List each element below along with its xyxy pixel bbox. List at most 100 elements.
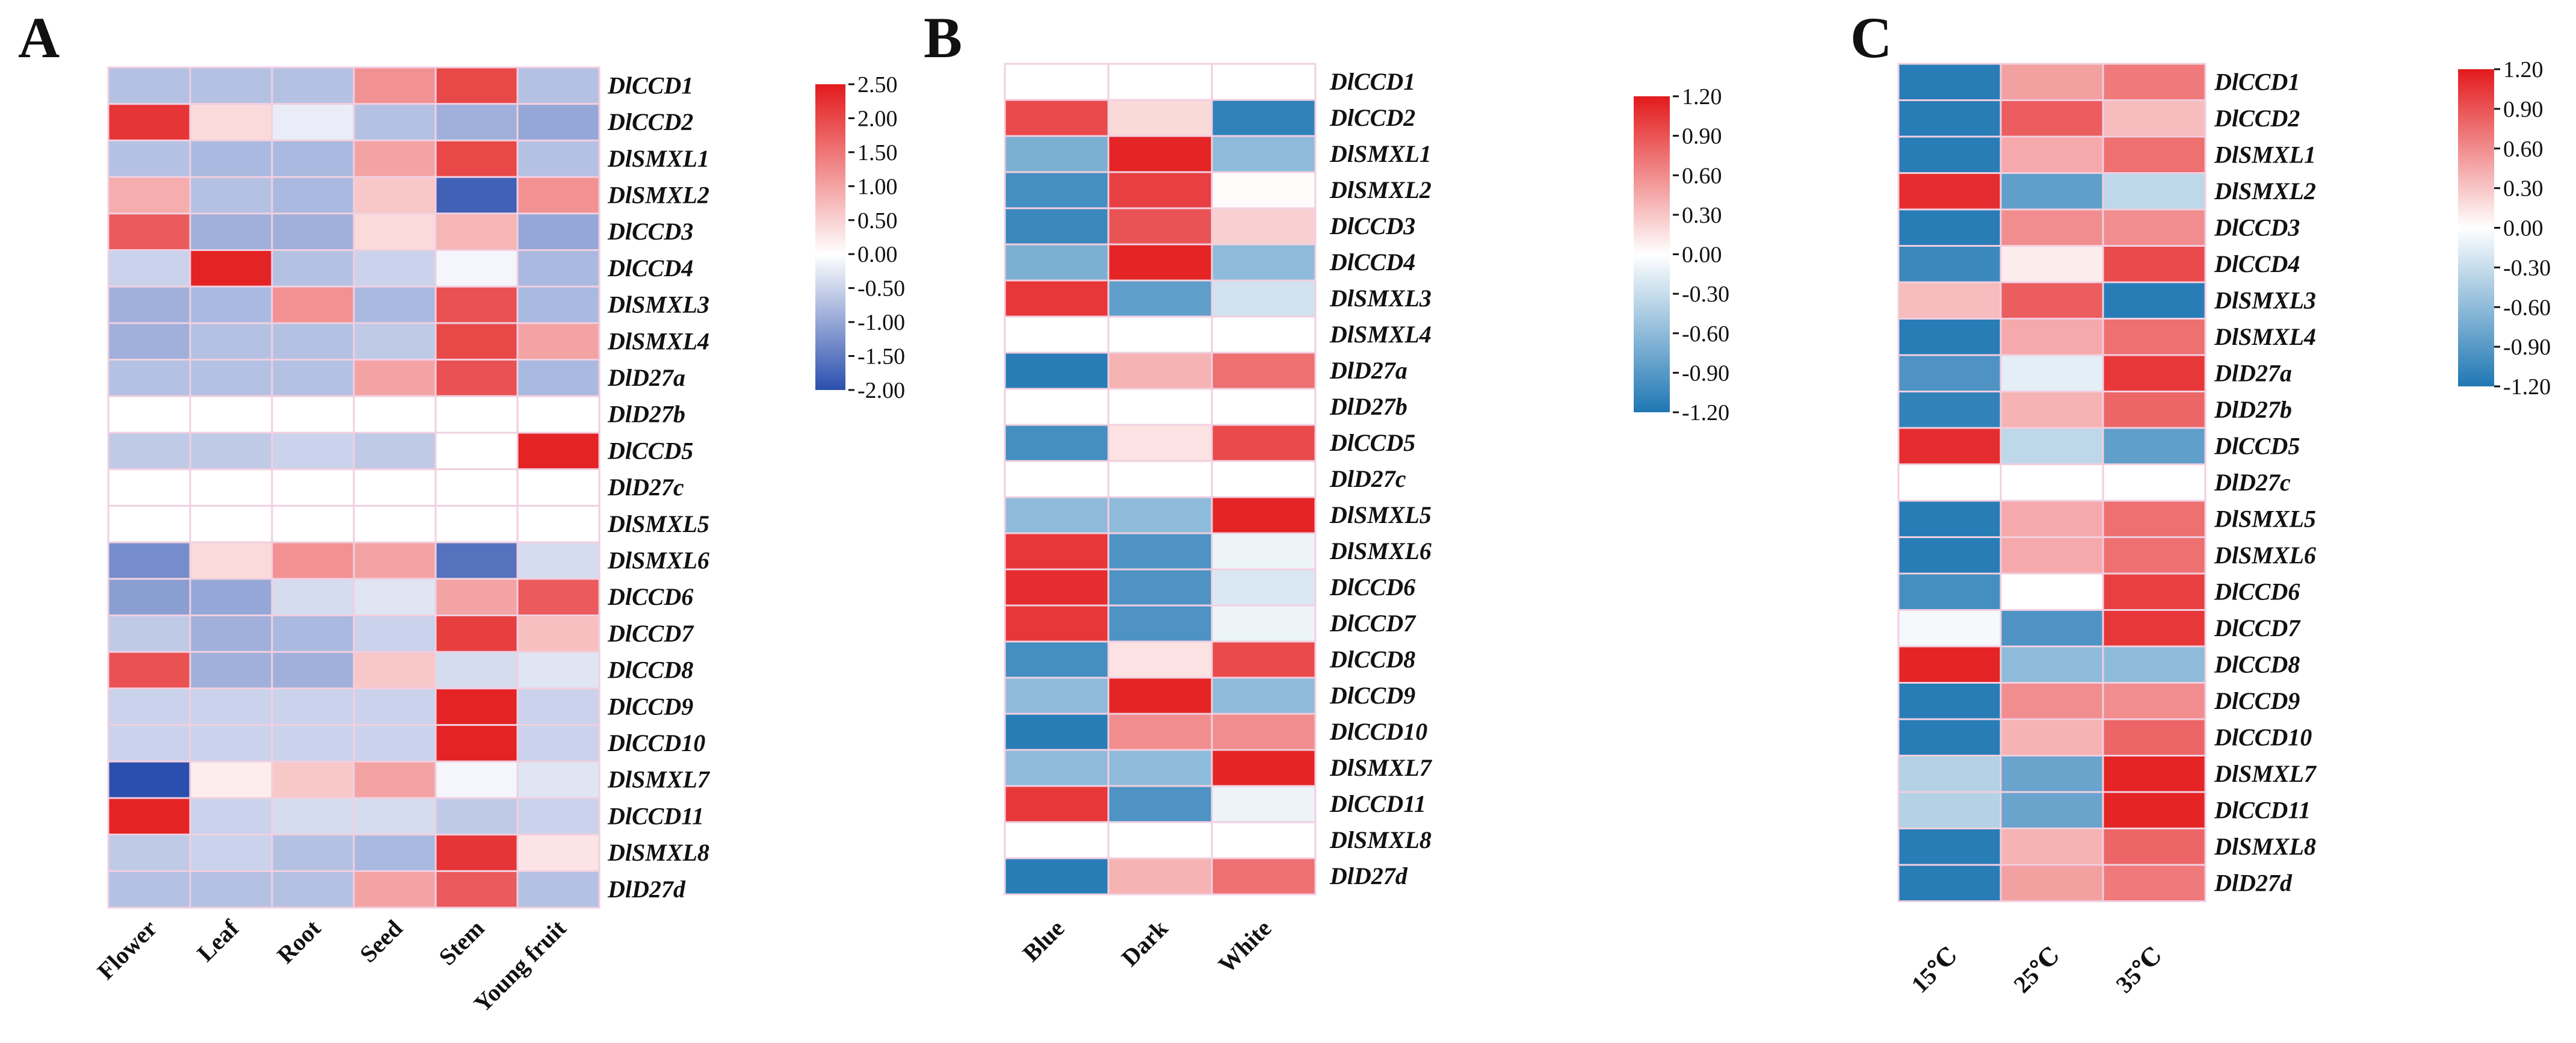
cell-c-dlccd8-35- bbox=[2102, 645, 2207, 684]
cell-a-dlsmxl6-seed bbox=[353, 541, 437, 580]
cell-a-dlccd3-root bbox=[271, 212, 355, 251]
row-label-a-dlsmxl7: DlSMXL7 bbox=[607, 766, 711, 793]
cell-b-dlccd1-blue bbox=[1004, 63, 1110, 101]
cell-b-dlsmxl6-blue bbox=[1004, 532, 1110, 571]
cell-a-dld27d-stem bbox=[434, 870, 519, 909]
cell-b-dlccd5-dark bbox=[1107, 424, 1213, 462]
cell-b-dlccd6-dark bbox=[1107, 568, 1213, 607]
colorbar-b-tick-label: 0.00 bbox=[1682, 243, 1722, 268]
row-label-c-dlccd6: DlCCD6 bbox=[2214, 578, 2300, 605]
colorbar-b-tick-label: -0.30 bbox=[1682, 282, 1729, 307]
cell-a-dlccd4-young-fruit bbox=[516, 249, 601, 288]
cell-b-dlsmxl1-blue bbox=[1004, 135, 1110, 173]
cell-a-dlccd10-young-fruit bbox=[516, 724, 601, 763]
cell-a-dlsmxl4-young-fruit bbox=[516, 322, 601, 361]
cell-a-dld27b-stem bbox=[434, 395, 519, 434]
cell-a-dlsmxl2-leaf bbox=[189, 176, 273, 215]
cell-b-dlccd5-blue bbox=[1004, 424, 1110, 462]
cell-a-dld27b-seed bbox=[353, 395, 437, 434]
row-label-c-dlccd7: DlCCD7 bbox=[2214, 614, 2301, 642]
cell-c-dlsmxl7-35- bbox=[2102, 755, 2207, 793]
cell-a-dlsmxl2-root bbox=[271, 176, 355, 215]
cell-c-dlccd11-15- bbox=[1897, 791, 2002, 829]
cell-b-dlccd3-white bbox=[1211, 207, 1317, 246]
colorbar-c-tick-label: 1.20 bbox=[2503, 57, 2544, 82]
colorbar-a-tick-label: -1.50 bbox=[857, 344, 905, 370]
cell-b-dld27d-dark bbox=[1107, 857, 1213, 896]
cell-a-dld27c-young-fruit bbox=[516, 468, 601, 507]
cell-b-dlccd7-dark bbox=[1107, 604, 1213, 643]
cell-a-dlsmxl1-seed bbox=[353, 139, 437, 178]
row-label-a-dld27a: DlD27a bbox=[607, 364, 685, 391]
cell-a-dlccd9-root bbox=[271, 687, 355, 726]
colorbar-c-tick-label: -0.30 bbox=[2503, 255, 2551, 280]
cell-c-dlccd3-35- bbox=[2102, 208, 2207, 247]
row-label-a-dlccd3: DlCCD3 bbox=[607, 218, 693, 245]
cell-a-dlsmxl3-seed bbox=[353, 285, 437, 324]
col-label-c-25-: 25℃ bbox=[2008, 942, 2065, 998]
cell-c-dld27a-25- bbox=[2000, 354, 2104, 392]
cell-b-dlccd11-dark bbox=[1107, 785, 1213, 823]
colorbar-b-tick-label: -0.60 bbox=[1682, 321, 1729, 347]
cell-c-dlccd8-25- bbox=[2000, 645, 2104, 684]
cell-a-dlccd8-young-fruit bbox=[516, 651, 601, 690]
row-label-c-dlsmxl2: DlSMXL2 bbox=[2214, 178, 2316, 205]
cell-c-dlccd3-15- bbox=[1897, 208, 2002, 247]
cell-a-dld27b-root bbox=[271, 395, 355, 434]
cell-a-dlsmxl7-flower bbox=[107, 760, 191, 799]
cell-a-dlccd7-leaf bbox=[189, 614, 273, 653]
cell-a-dlccd7-flower bbox=[107, 614, 191, 653]
colorbar-c-tick-label: -0.90 bbox=[2503, 335, 2551, 360]
cell-a-dlsmxl3-flower bbox=[107, 285, 191, 324]
row-label-c-dlccd5: DlCCD5 bbox=[2214, 432, 2300, 459]
cell-b-dlccd7-white bbox=[1211, 604, 1317, 643]
cell-a-dlsmxl8-root bbox=[271, 834, 355, 872]
cell-a-dlccd11-seed bbox=[353, 797, 437, 836]
row-label-b-dlsmxl8: DlSMXL8 bbox=[1329, 826, 1432, 853]
cell-a-dlsmxl3-stem bbox=[434, 285, 519, 324]
colorbar-c-tick-label: -1.20 bbox=[2503, 374, 2551, 400]
cell-c-dlsmxl7-15- bbox=[1897, 755, 2002, 793]
row-label-b-dlsmxl6: DlSMXL6 bbox=[1329, 537, 1432, 565]
cell-b-dlsmxl7-dark bbox=[1107, 749, 1213, 787]
cell-a-dlccd5-flower bbox=[107, 432, 191, 471]
cell-c-dlccd11-35- bbox=[2102, 791, 2207, 829]
cell-a-dlsmxl8-leaf bbox=[189, 834, 273, 872]
panel-label-b: B bbox=[924, 5, 962, 70]
cell-a-dlccd11-leaf bbox=[189, 797, 273, 836]
cell-c-dld27b-35- bbox=[2102, 391, 2207, 429]
cell-a-dld27d-seed bbox=[353, 870, 437, 909]
cell-a-dlsmxl4-stem bbox=[434, 322, 519, 361]
colorbar-b: 1.20 0.90 0.60 0.30 0.00 -0.30 -0.60 -0.90 -1.20 bbox=[1634, 84, 1729, 426]
row-label-a-dlccd11: DlCCD11 bbox=[607, 802, 704, 829]
cell-c-dlccd10-35- bbox=[2102, 718, 2207, 757]
row-label-c-dld27b: DlD27b bbox=[2214, 396, 2292, 423]
cell-a-dlsmxl6-stem bbox=[434, 541, 519, 580]
cell-a-dlccd5-stem bbox=[434, 432, 519, 471]
cell-a-dlccd10-leaf bbox=[189, 724, 273, 763]
cell-a-dlccd2-young-fruit bbox=[516, 103, 601, 141]
cell-b-dlsmxl7-blue bbox=[1004, 749, 1110, 787]
cell-a-dld27a-flower bbox=[107, 359, 191, 397]
cell-c-dlsmxl6-35- bbox=[2102, 536, 2207, 575]
row-label-c-dld27c: DlD27c bbox=[2214, 469, 2291, 496]
cell-a-dlsmxl5-stem bbox=[434, 504, 519, 543]
cell-b-dlccd9-blue bbox=[1004, 676, 1110, 715]
colorbar-a-tick-label: 2.00 bbox=[857, 106, 898, 131]
cell-a-dlsmxl2-young-fruit bbox=[516, 176, 601, 215]
cell-a-dlccd6-root bbox=[271, 578, 355, 616]
cell-c-dlccd7-15- bbox=[1897, 609, 2002, 648]
cell-a-dld27c-root bbox=[271, 468, 355, 507]
row-label-a-dlsmxl8: DlSMXL8 bbox=[607, 839, 709, 866]
cell-a-dlsmxl3-leaf bbox=[189, 285, 273, 324]
cell-a-dlccd9-stem bbox=[434, 687, 519, 726]
cell-a-dlccd6-seed bbox=[353, 578, 437, 616]
cell-b-dld27a-dark bbox=[1107, 351, 1213, 390]
cell-a-dlccd3-stem bbox=[434, 212, 519, 251]
row-label-b-dld27b: DlD27b bbox=[1329, 393, 1407, 420]
cell-a-dlsmxl7-leaf bbox=[189, 760, 273, 799]
cell-a-dld27a-stem bbox=[434, 359, 519, 397]
row-label-c-dlsmxl6: DlSMXL6 bbox=[2214, 542, 2316, 569]
cell-a-dlsmxl6-young-fruit bbox=[516, 541, 601, 580]
cell-a-dlccd6-leaf bbox=[189, 578, 273, 616]
